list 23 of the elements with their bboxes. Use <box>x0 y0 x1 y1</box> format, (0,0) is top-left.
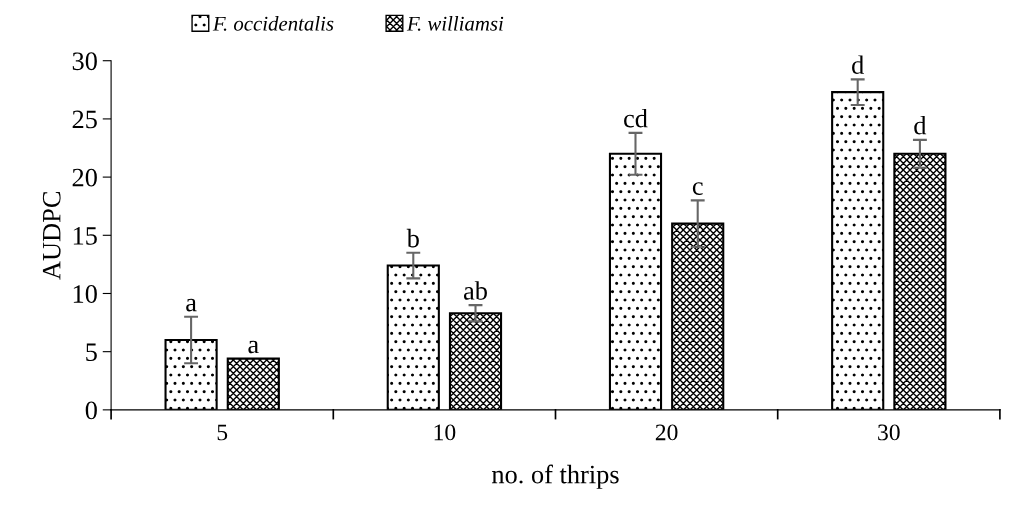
y-tick-label: 5 <box>86 343 97 362</box>
x-tick-label: 20 <box>655 424 678 441</box>
y-tick-label: 10 <box>73 285 97 303</box>
y-tick-label: 0 <box>85 401 97 420</box>
data-label: a <box>186 298 197 312</box>
y-tick-label: 30 <box>72 52 97 71</box>
data-label: d <box>852 55 864 74</box>
data-label: a <box>248 340 259 354</box>
x-axis-title: no. of thrips <box>491 464 619 489</box>
y-tick-label: 20 <box>72 168 97 187</box>
data-label: cd <box>624 108 648 128</box>
x-tick-label: 30 <box>878 424 900 441</box>
legend-label: F. occidentalis <box>212 16 334 31</box>
x-tick-label: 10 <box>434 424 456 441</box>
y-tick-label: 15 <box>73 227 97 245</box>
data-label: c <box>692 182 703 196</box>
legend-label: F. williamsi <box>406 16 504 31</box>
data-label: b <box>406 228 419 248</box>
x-tick-label: 5 <box>217 424 228 441</box>
data-label: d <box>914 115 927 135</box>
data-label: ab <box>463 281 487 300</box>
y-tick-label: 25 <box>72 110 97 129</box>
y-axis-title: AUDPC <box>42 192 61 280</box>
